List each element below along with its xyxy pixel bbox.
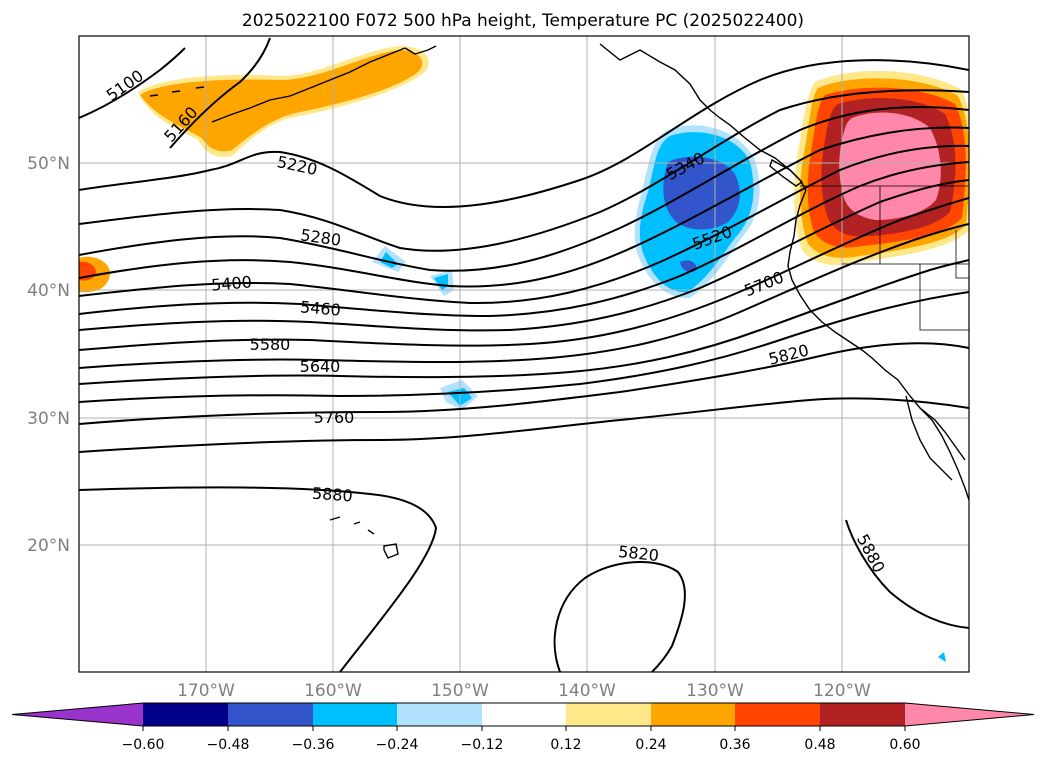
- colorbar-segment: [482, 703, 566, 726]
- contour-5880-south: [79, 397, 969, 453]
- longitude-labels: 170°W 160°W 150°W 140°W 130°W 120°W: [177, 681, 871, 701]
- lat-label: 30°N: [27, 409, 70, 429]
- colorbar-tick-label: 0.60: [889, 737, 920, 753]
- state-borders: [800, 185, 969, 331]
- contour-5340: [79, 105, 969, 272]
- contour-5640: [79, 197, 969, 351]
- contour-5760: [79, 259, 969, 385]
- warm-anomaly-aleutians: [140, 50, 423, 152]
- colorbar-segment: [397, 703, 482, 726]
- map-area: 5100 5160 5220 5280 5340 5400 5460 5520 …: [79, 36, 969, 672]
- map-frame: [78, 35, 970, 673]
- contour-5280: [79, 89, 969, 252]
- figure-title: 2025022100 F072 500 hPa height, Temperat…: [242, 11, 804, 31]
- cold-anomaly-gulf-small-core: [680, 260, 697, 272]
- cold-anomaly-spot-4: [938, 652, 946, 662]
- contour-5820-closed-low: [553, 561, 686, 672]
- colorbar-tick-label: −0.12: [461, 737, 504, 753]
- anomaly-shading: [79, 46, 969, 662]
- contour-5880-east: [845, 519, 969, 629]
- colorbar-segment: [313, 703, 397, 726]
- colorbar-segment: [566, 703, 651, 726]
- colorbar-tick-label: −0.24: [376, 737, 419, 753]
- contour-5460: [79, 144, 969, 305]
- colorbar-tick-label: 0.36: [719, 737, 750, 753]
- colorbar-tick-label: −0.48: [207, 737, 250, 753]
- colorbar-tick-label: −0.60: [122, 737, 165, 753]
- contour-label: 5640: [300, 357, 341, 376]
- aleutian-islands: [149, 47, 406, 123]
- latitude-labels: 50°N 40°N 30°N 20°N: [27, 154, 70, 556]
- colorbar-tick-label: 0.48: [804, 737, 835, 753]
- north-america-west-coast: [787, 189, 969, 501]
- hawaii-islands: [329, 516, 399, 559]
- colorbar-tick-label: −0.36: [292, 737, 335, 753]
- contour-label: 5580: [250, 335, 291, 354]
- cold-anomaly-gulf-core: [663, 156, 740, 230]
- colorbar: −0.60 −0.48 −0.36 −0.24 −0.12 0.12 0.24 0.36 0.4…: [11, 702, 1035, 753]
- lat-label: 40°N: [27, 281, 70, 301]
- colorbar-segment: [735, 703, 820, 726]
- contour-5820-mid: [79, 342, 969, 425]
- contour-5160: [169, 37, 271, 149]
- contour-label: 5400: [210, 272, 252, 294]
- colorbar-segment: [820, 703, 905, 726]
- contour-5220: [79, 59, 969, 208]
- colorbar-extend-min: [12, 703, 143, 726]
- map-gridlines: [79, 36, 969, 672]
- lon-label: 170°W: [177, 681, 235, 701]
- cold-anomaly-spot-1-core: [380, 252, 398, 268]
- contour-5820-north: [79, 291, 969, 403]
- lon-label: 130°W: [686, 681, 744, 701]
- contour-5520: [79, 161, 969, 318]
- vancouver-island: [769, 158, 804, 187]
- contour-5700: [79, 223, 969, 369]
- lon-label: 150°W: [431, 681, 489, 701]
- warm-anomaly-west-us-core: [839, 112, 941, 220]
- contour-5100: [79, 47, 186, 119]
- lat-label: 20°N: [27, 536, 70, 556]
- height-contours: [79, 37, 969, 672]
- colorbar-tick-label: 0.24: [635, 737, 666, 753]
- contour-label: 5880: [311, 484, 353, 506]
- colorbar-extend-max: [905, 703, 1034, 726]
- contour-label: 5460: [299, 297, 341, 319]
- lon-label: 160°W: [304, 681, 362, 701]
- alaska-bc-coast: [404, 43, 807, 191]
- baja-peninsula: [905, 395, 966, 481]
- contour-5880-east-low: [79, 486, 438, 672]
- colorbar-tick-label: 0.12: [550, 737, 581, 753]
- contour-label: 5820: [617, 542, 659, 565]
- lon-label: 140°W: [558, 681, 616, 701]
- contour-5400: [79, 126, 969, 288]
- colorbar-segment: [143, 703, 228, 726]
- lat-label: 50°N: [27, 154, 70, 174]
- contour-label: 5760: [314, 408, 355, 427]
- contour-5580: [79, 179, 969, 332]
- colorbar-segment: [651, 703, 735, 726]
- lon-label: 120°W: [813, 681, 871, 701]
- coastlines: [149, 43, 969, 559]
- colorbar-segment: [228, 703, 313, 726]
